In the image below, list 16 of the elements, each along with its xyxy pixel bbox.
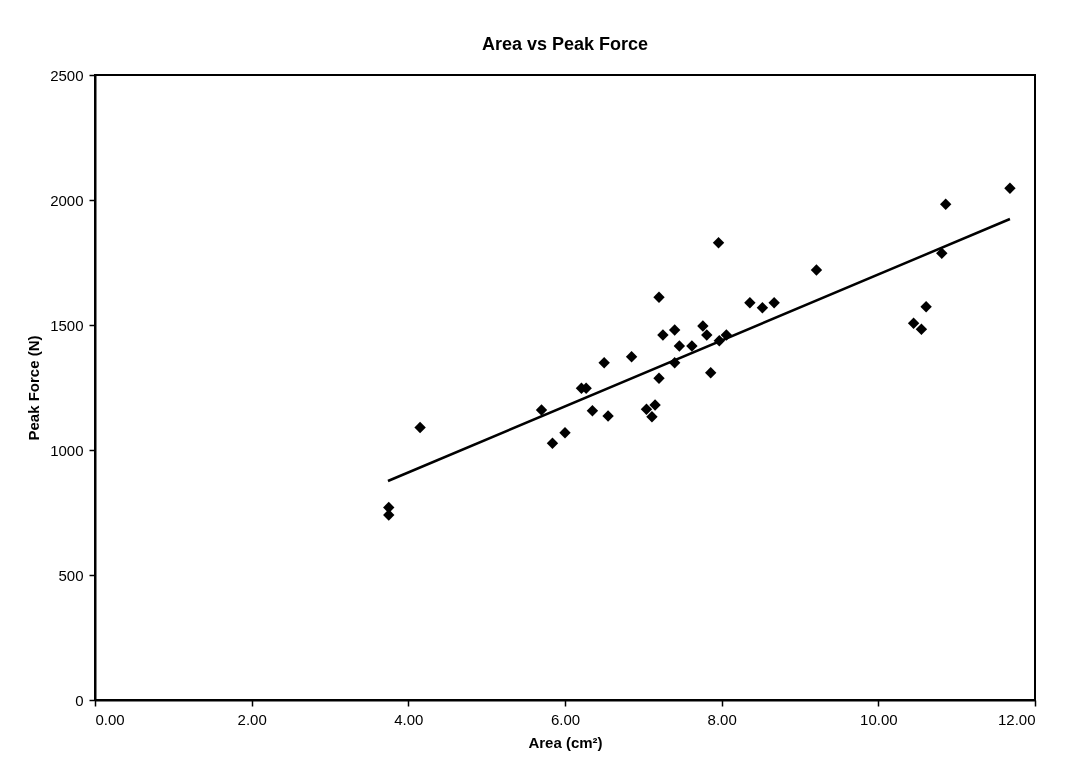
- x-tick-label: 0.00: [95, 710, 125, 728]
- x-axis-title: Area (cm²): [528, 733, 603, 751]
- x-tick-label: 6.00: [550, 710, 581, 728]
- y-tick-label: 0: [75, 691, 84, 709]
- y-axis-title: Peak Force (N): [25, 335, 43, 441]
- x-tick-label: 2.00: [237, 710, 267, 728]
- y-tick-label: 1500: [50, 316, 84, 334]
- x-tick-label: 10.00: [860, 710, 898, 728]
- x-tick-label: 12.00: [997, 710, 1036, 728]
- y-tick-label: 500: [58, 566, 84, 584]
- y-tick-label: 1000: [50, 441, 84, 459]
- x-tick-label: 4.00: [394, 710, 424, 728]
- x-tick-label: 8.00: [707, 710, 737, 728]
- y-tick-label: 2500: [50, 66, 84, 84]
- chart-title: Area vs Peak Force: [481, 34, 649, 54]
- y-tick-label: 2000: [50, 191, 84, 209]
